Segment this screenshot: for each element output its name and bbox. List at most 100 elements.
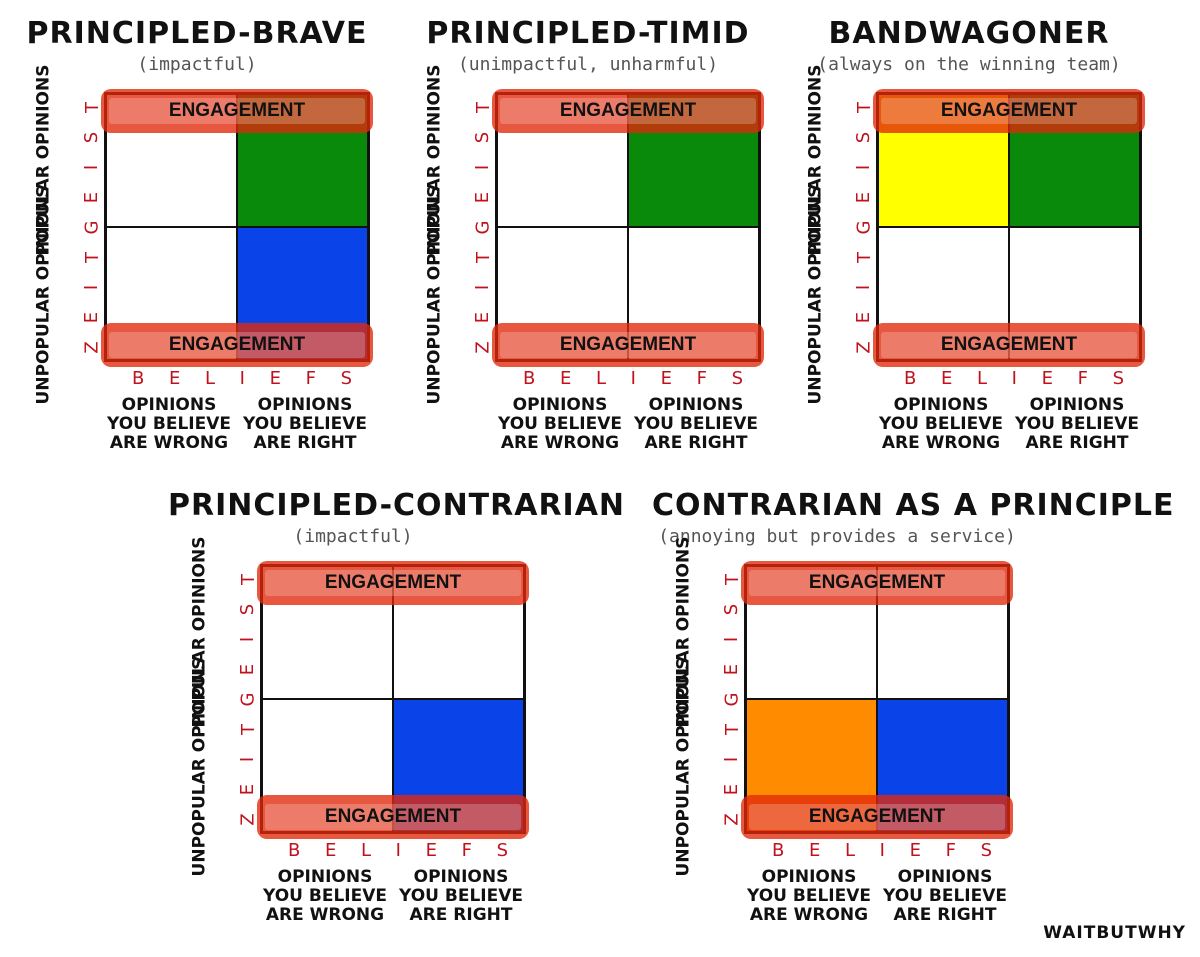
zeitgeist-letter: T [237, 723, 259, 735]
beliefs-letter: I [630, 368, 636, 389]
unpopular-opinions-label: UNPOPULAR OPINIONS [424, 185, 445, 404]
zeitgeist-letter: I [721, 756, 743, 762]
zeitgeist-letter: I [853, 164, 875, 170]
beliefs-letter: E [168, 368, 181, 389]
zeitgeist-letter: T [237, 573, 259, 585]
beliefs-letter: B [904, 368, 917, 389]
zeitgeist-letter: T [81, 251, 103, 263]
zeitgeist-letter: T [81, 101, 103, 113]
engagement-band-bottom: ENGAGEMENT [257, 795, 529, 839]
unpopular-opinions-label: UNPOPULAR OPINIONS [33, 185, 54, 404]
panel-subtitle: (annoying but provides a service) [658, 526, 1016, 547]
zeitgeist-letter: E [721, 783, 743, 795]
column-label-wrong: OPINIONS YOU BELIEVE ARE WRONG [498, 395, 622, 453]
zeitgeist-letter: E [853, 311, 875, 323]
matrix-panel: PRINCIPLED-BRAVE (impactful) POPULAR OPI… [12, 16, 382, 476]
beliefs-letter: E [324, 840, 337, 861]
panel-subtitle: (impactful) [293, 526, 413, 547]
zeitgeist-letter: T [472, 101, 494, 113]
zeitgeist-letter: T [721, 573, 743, 585]
zeitgeist-axis: Z E I T G E I S T [81, 92, 103, 362]
panel-subtitle: (impactful) [137, 54, 257, 75]
zeitgeist-letter: T [721, 723, 743, 735]
waitbutwhy-logo: WAITBUTWHY [1043, 923, 1186, 943]
zeitgeist-letter: E [81, 311, 103, 323]
engagement-band-top: ENGAGEMENT [741, 561, 1013, 605]
column-label-right: OPINIONS YOU BELIEVE ARE RIGHT [1015, 395, 1139, 453]
zeitgeist-letter: G [472, 220, 494, 234]
zeitgeist-letter: G [721, 692, 743, 706]
zeitgeist-letter: S [237, 603, 259, 615]
matrix-panel: CONTRARIAN AS A PRINCIPLE (annoying but … [652, 488, 1175, 948]
zeitgeist-letter: G [853, 220, 875, 234]
beliefs-letter: L [204, 368, 216, 389]
unpopular-opinions-label: UNPOPULAR OPINIONS [805, 185, 826, 404]
zeitgeist-letter: T [853, 101, 875, 113]
column-label-wrong: OPINIONS YOU BELIEVE ARE WRONG [107, 395, 231, 453]
panel-title: CONTRARIAN AS A PRINCIPLE [652, 488, 1175, 523]
quadrant-grid: ENGAGEMENT ENGAGEMENT [257, 561, 529, 839]
engagement-band-top: ENGAGEMENT [101, 89, 373, 133]
beliefs-letter: I [239, 368, 245, 389]
panel-subtitle: (always on the winning team) [817, 54, 1121, 75]
zeitgeist-letter: S [472, 131, 494, 143]
zeitgeist-letter: S [721, 603, 743, 615]
matrix-panel: BANDWAGONER (always on the winning team)… [784, 16, 1154, 476]
beliefs-letter: I [879, 840, 885, 861]
matrix-panel: PRINCIPLED-TIMID (unimpactful, unharmful… [403, 16, 773, 476]
zeitgeist-letter: Z [721, 812, 743, 826]
unpopular-opinions-label: UNPOPULAR OPINIONS [189, 657, 210, 876]
beliefs-letter: F [1077, 368, 1088, 389]
engagement-band-bottom: ENGAGEMENT [101, 323, 373, 367]
column-label-wrong: OPINIONS YOU BELIEVE ARE WRONG [263, 867, 387, 925]
zeitgeist-letter: G [81, 220, 103, 234]
engagement-band-top: ENGAGEMENT [873, 89, 1145, 133]
beliefs-letter: E [559, 368, 572, 389]
zeitgeist-letter: E [853, 191, 875, 203]
engagement-band-top: ENGAGEMENT [257, 561, 529, 605]
quadrant-grid: ENGAGEMENT ENGAGEMENT [873, 89, 1145, 367]
zeitgeist-letter: I [853, 284, 875, 290]
beliefs-letter: E [1041, 368, 1053, 389]
beliefs-letter: I [395, 840, 401, 861]
zeitgeist-letter: I [81, 164, 103, 170]
zeitgeist-letter: Z [853, 340, 875, 354]
panel-title: PRINCIPLED-BRAVE [26, 16, 368, 51]
engagement-band-bottom: ENGAGEMENT [873, 323, 1145, 367]
zeitgeist-letter: I [472, 284, 494, 290]
zeitgeist-letter: T [472, 251, 494, 263]
quadrant-grid: ENGAGEMENT ENGAGEMENT [101, 89, 373, 367]
beliefs-letter: B [288, 840, 301, 861]
zeitgeist-letter: I [472, 164, 494, 170]
engagement-band-bottom: ENGAGEMENT [741, 795, 1013, 839]
zeitgeist-letter: G [237, 692, 259, 706]
zeitgeist-letter: Z [237, 812, 259, 826]
zeitgeist-letter: I [81, 284, 103, 290]
beliefs-letter: S [980, 840, 992, 861]
zeitgeist-letter: E [721, 663, 743, 675]
zeitgeist-letter: T [853, 251, 875, 263]
beliefs-letter: E [269, 368, 281, 389]
beliefs-letter: F [696, 368, 707, 389]
zeitgeist-letter: E [237, 783, 259, 795]
engagement-band-top: ENGAGEMENT [492, 89, 764, 133]
column-label-wrong: OPINIONS YOU BELIEVE ARE WRONG [879, 395, 1003, 453]
zeitgeist-letter: E [237, 663, 259, 675]
zeitgeist-letter: E [81, 191, 103, 203]
quadrant-grid: ENGAGEMENT ENGAGEMENT [741, 561, 1013, 839]
beliefs-letter: L [976, 368, 988, 389]
zeitgeist-letter: I [237, 756, 259, 762]
zeitgeist-letter: E [472, 311, 494, 323]
zeitgeist-letter: I [237, 636, 259, 642]
column-label-right: OPINIONS YOU BELIEVE ARE RIGHT [399, 867, 523, 925]
beliefs-letter: E [808, 840, 821, 861]
unpopular-opinions-label: UNPOPULAR OPINIONS [673, 657, 694, 876]
zeitgeist-letter: S [81, 131, 103, 143]
beliefs-letter: B [772, 840, 785, 861]
beliefs-letter: E [425, 840, 437, 861]
zeitgeist-axis: Z E I T G E I S T [721, 564, 743, 834]
beliefs-letter: E [940, 368, 953, 389]
